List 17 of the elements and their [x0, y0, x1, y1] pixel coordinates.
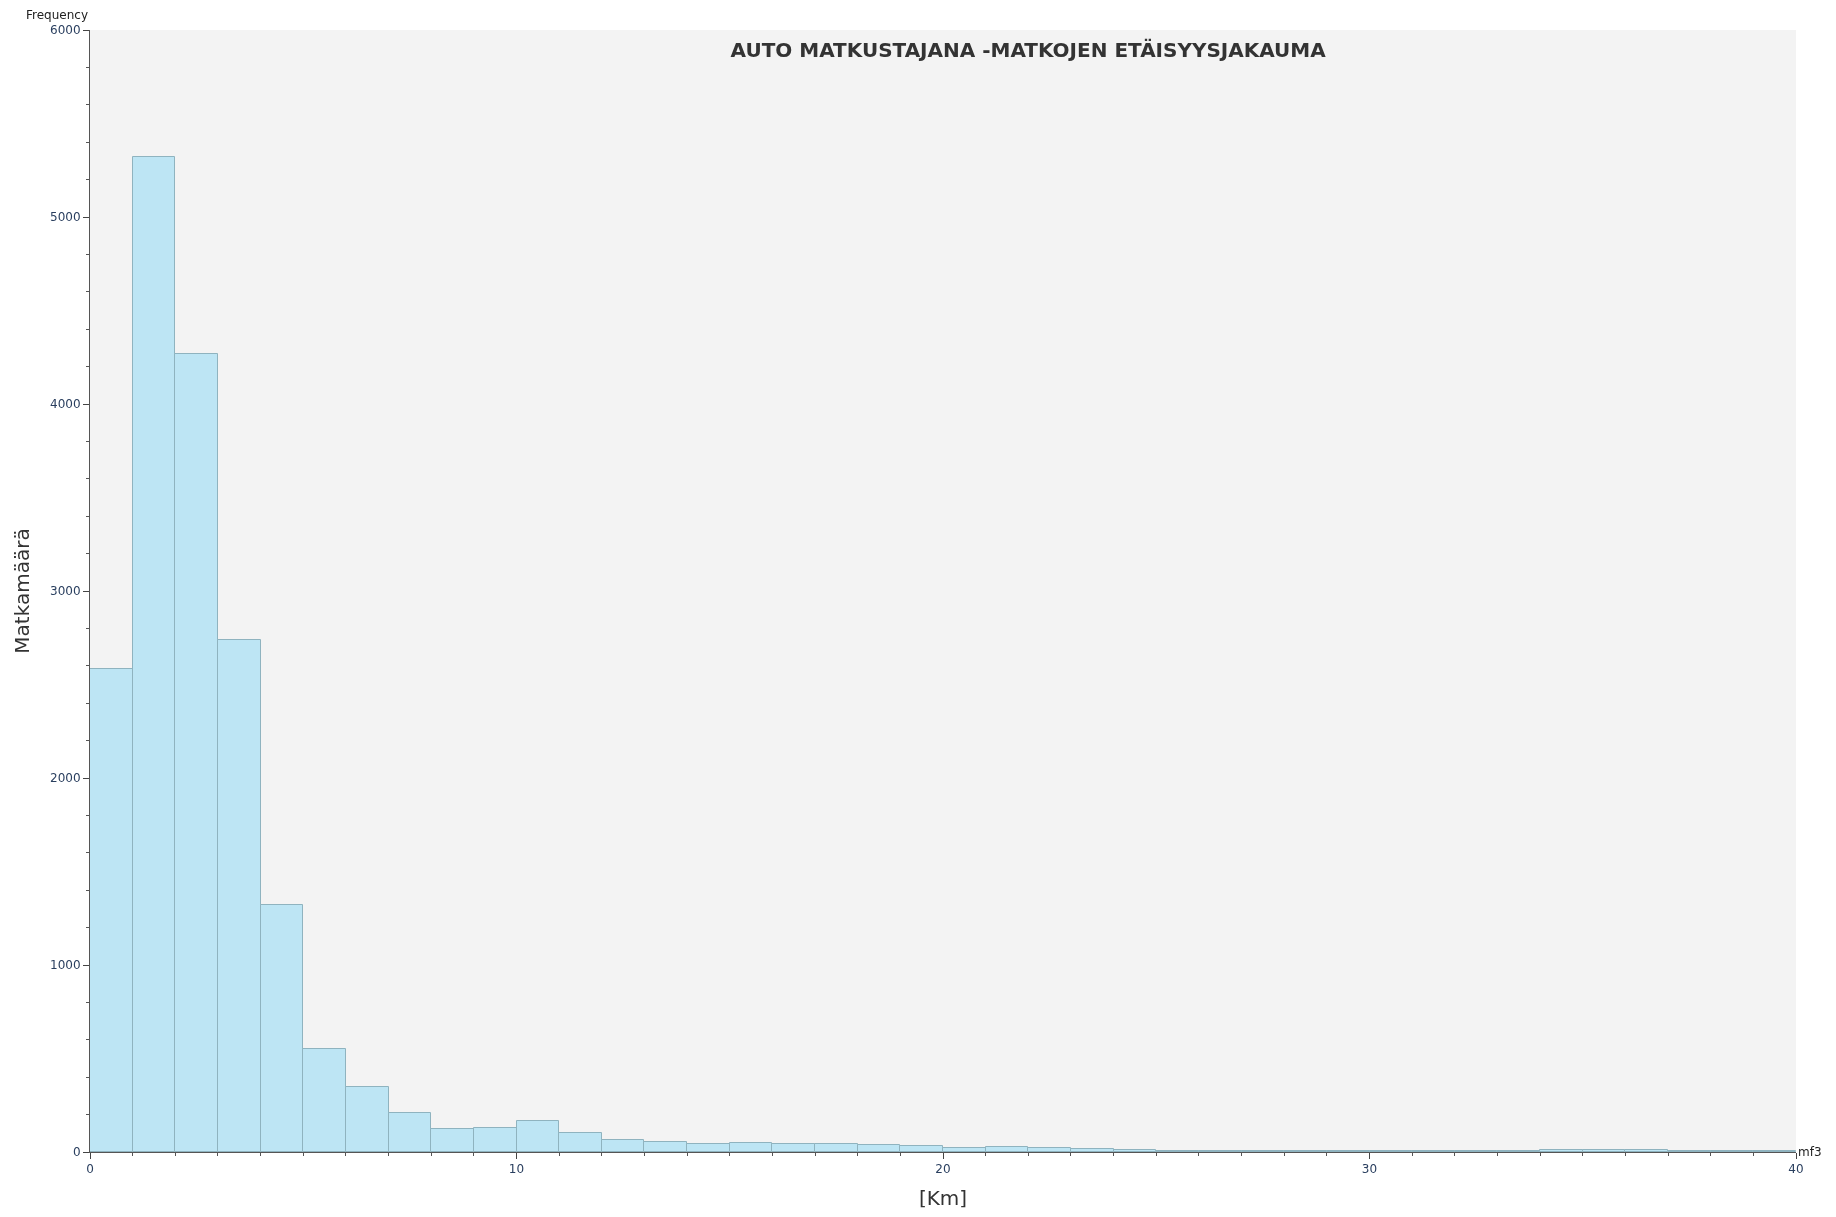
- text: Frequency: [26, 8, 88, 22]
- x-tick-label: 30: [1361, 1162, 1378, 1177]
- x-tick-label: 20: [935, 1162, 951, 1177]
- x-axis-title: [Km]: [918, 1185, 968, 1210]
- y-tick-label: 5000: [50, 210, 81, 225]
- chart-title: AUTO MATKUSTAJANA -MATKOJEN ETÄISYYSJAKAUMA: [730, 37, 1327, 62]
- x-tick-label: 10: [508, 1162, 525, 1177]
- y-tick-label: 1000: [50, 958, 81, 973]
- x-tick-label: 0: [86, 1162, 94, 1177]
- x-tick-label: 40: [1788, 1162, 1804, 1177]
- y-tick-label: 6000: [50, 23, 81, 38]
- y-tick-label: 0: [72, 1145, 81, 1160]
- y-tick-label: 3000: [50, 584, 81, 599]
- text: mf3: [1798, 1145, 1822, 1159]
- y-axis-title: Matkamäärä: [9, 528, 34, 654]
- y-tick-label: 4000: [50, 397, 81, 412]
- y-tick-label: 2000: [50, 771, 81, 786]
